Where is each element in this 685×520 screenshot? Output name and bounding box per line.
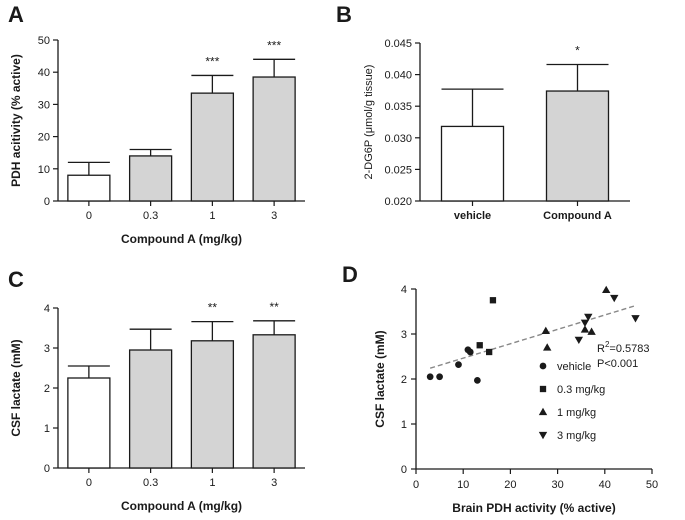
data-point — [602, 285, 611, 294]
y-axis-title: CSF lactate (mM) — [373, 330, 387, 427]
bar — [545, 90, 610, 202]
x-tick-label: 40 — [599, 479, 611, 491]
y-tick-label: 10 — [38, 164, 50, 176]
data-point — [610, 294, 619, 303]
data-point — [466, 348, 474, 356]
r-squared-r2_value: =0.5783 — [609, 343, 649, 355]
data-point — [574, 336, 584, 345]
panel-label: D — [342, 262, 358, 287]
r-squared-r2_sup: 2 — [605, 340, 610, 349]
data-point — [426, 373, 434, 381]
x-tick-label: 0 — [86, 210, 92, 222]
x-tick-label: vehicle — [454, 210, 491, 222]
x-tick-label: 3 — [271, 210, 277, 222]
trend-line — [429, 304, 636, 369]
bar — [67, 377, 111, 469]
x-tick-label: 0 — [86, 477, 92, 489]
y-tick-label: 2 — [44, 383, 50, 395]
legend-label: 0.3 mg/kg — [557, 384, 605, 396]
y-axis-title: CSF lactate (mM) — [9, 339, 23, 436]
x-tick-label: 30 — [551, 479, 563, 491]
y-tick-label: 50 — [38, 35, 50, 47]
data-point — [587, 327, 596, 335]
data-point — [489, 297, 497, 304]
r-squared-r2_prefix: R — [597, 343, 605, 355]
data-point — [584, 313, 593, 322]
bar — [190, 92, 235, 202]
data-point — [631, 315, 640, 323]
data-point — [474, 376, 481, 384]
data-point — [436, 373, 443, 381]
x-axis-title: Compound A (mg/kg) — [121, 232, 242, 246]
y-tick-label: 0.040 — [384, 70, 412, 82]
legend-label: 3 mg/kg — [557, 430, 596, 442]
y-tick-label: 1 — [44, 423, 50, 435]
legend-label: vehicle — [557, 361, 591, 373]
x-tick-label: 1 — [209, 477, 215, 489]
bar — [190, 340, 235, 469]
x-tick-label: 0.3 — [143, 210, 158, 222]
y-tick-label: 4 — [401, 284, 407, 296]
significance-marker: *** — [267, 38, 281, 52]
y-tick-label: 0.020 — [384, 196, 412, 208]
legend-marker — [539, 385, 547, 393]
legend-label: 1 mg/kg — [557, 407, 596, 419]
p-value-label: P<0.001 — [597, 358, 638, 370]
x-tick-label: 0 — [413, 479, 419, 491]
legend-marker — [538, 407, 548, 416]
legend-marker — [538, 431, 548, 440]
panel-label: B — [336, 2, 352, 27]
x-tick-label: 50 — [646, 479, 658, 491]
y-tick-label: 0.025 — [384, 164, 412, 176]
bar — [252, 76, 296, 202]
y-axis-title: PDH acitivity (% active) — [9, 54, 23, 187]
significance-marker: ** — [208, 301, 218, 315]
data-point — [580, 325, 590, 333]
data-point — [455, 361, 462, 368]
y-tick-label: 1 — [401, 419, 407, 431]
y-tick-label: 30 — [38, 99, 50, 111]
bar — [128, 155, 173, 202]
bar — [67, 174, 111, 202]
significance-marker: * — [575, 43, 580, 57]
y-tick-label: 0.035 — [384, 101, 412, 113]
y-tick-label: 3 — [401, 329, 407, 341]
legend-marker — [539, 362, 547, 370]
bar — [252, 334, 296, 469]
x-tick-label: Compound A — [543, 210, 612, 222]
y-tick-label: 20 — [38, 132, 50, 144]
panel-label: A — [8, 2, 24, 27]
data-point — [580, 319, 590, 327]
x-tick-label: 20 — [504, 479, 516, 491]
y-tick-label: 0 — [401, 464, 407, 476]
data-point — [543, 343, 552, 351]
y-tick-label: 0.030 — [384, 133, 412, 145]
r-squared-label: R2=0.5783 — [597, 340, 649, 355]
x-tick-label: 1 — [209, 210, 215, 222]
x-tick-label: 0.3 — [143, 477, 158, 489]
panel-label: C — [8, 267, 24, 292]
y-tick-label: 0 — [44, 196, 50, 208]
x-axis-title: Brain PDH activity (% active) — [452, 501, 615, 515]
significance-marker: *** — [205, 54, 219, 68]
y-tick-label: 0 — [44, 463, 50, 475]
significance-marker: ** — [269, 300, 279, 314]
y-tick-label: 40 — [38, 67, 50, 79]
data-point — [476, 342, 483, 349]
x-axis-title: Compound A (mg/kg) — [121, 499, 242, 513]
x-tick-label: 3 — [271, 477, 277, 489]
y-tick-label: 0.045 — [384, 38, 412, 50]
y-tick-label: 4 — [44, 303, 50, 315]
bar — [440, 125, 505, 202]
y-axis-title: 2-DG6P (μmol/g tissue) — [363, 65, 375, 180]
data-point — [486, 348, 493, 356]
y-tick-label: 2 — [401, 374, 407, 386]
data-point — [541, 326, 550, 334]
x-tick-label: 10 — [457, 479, 469, 491]
y-tick-label: 3 — [44, 343, 50, 355]
bar — [128, 349, 173, 469]
